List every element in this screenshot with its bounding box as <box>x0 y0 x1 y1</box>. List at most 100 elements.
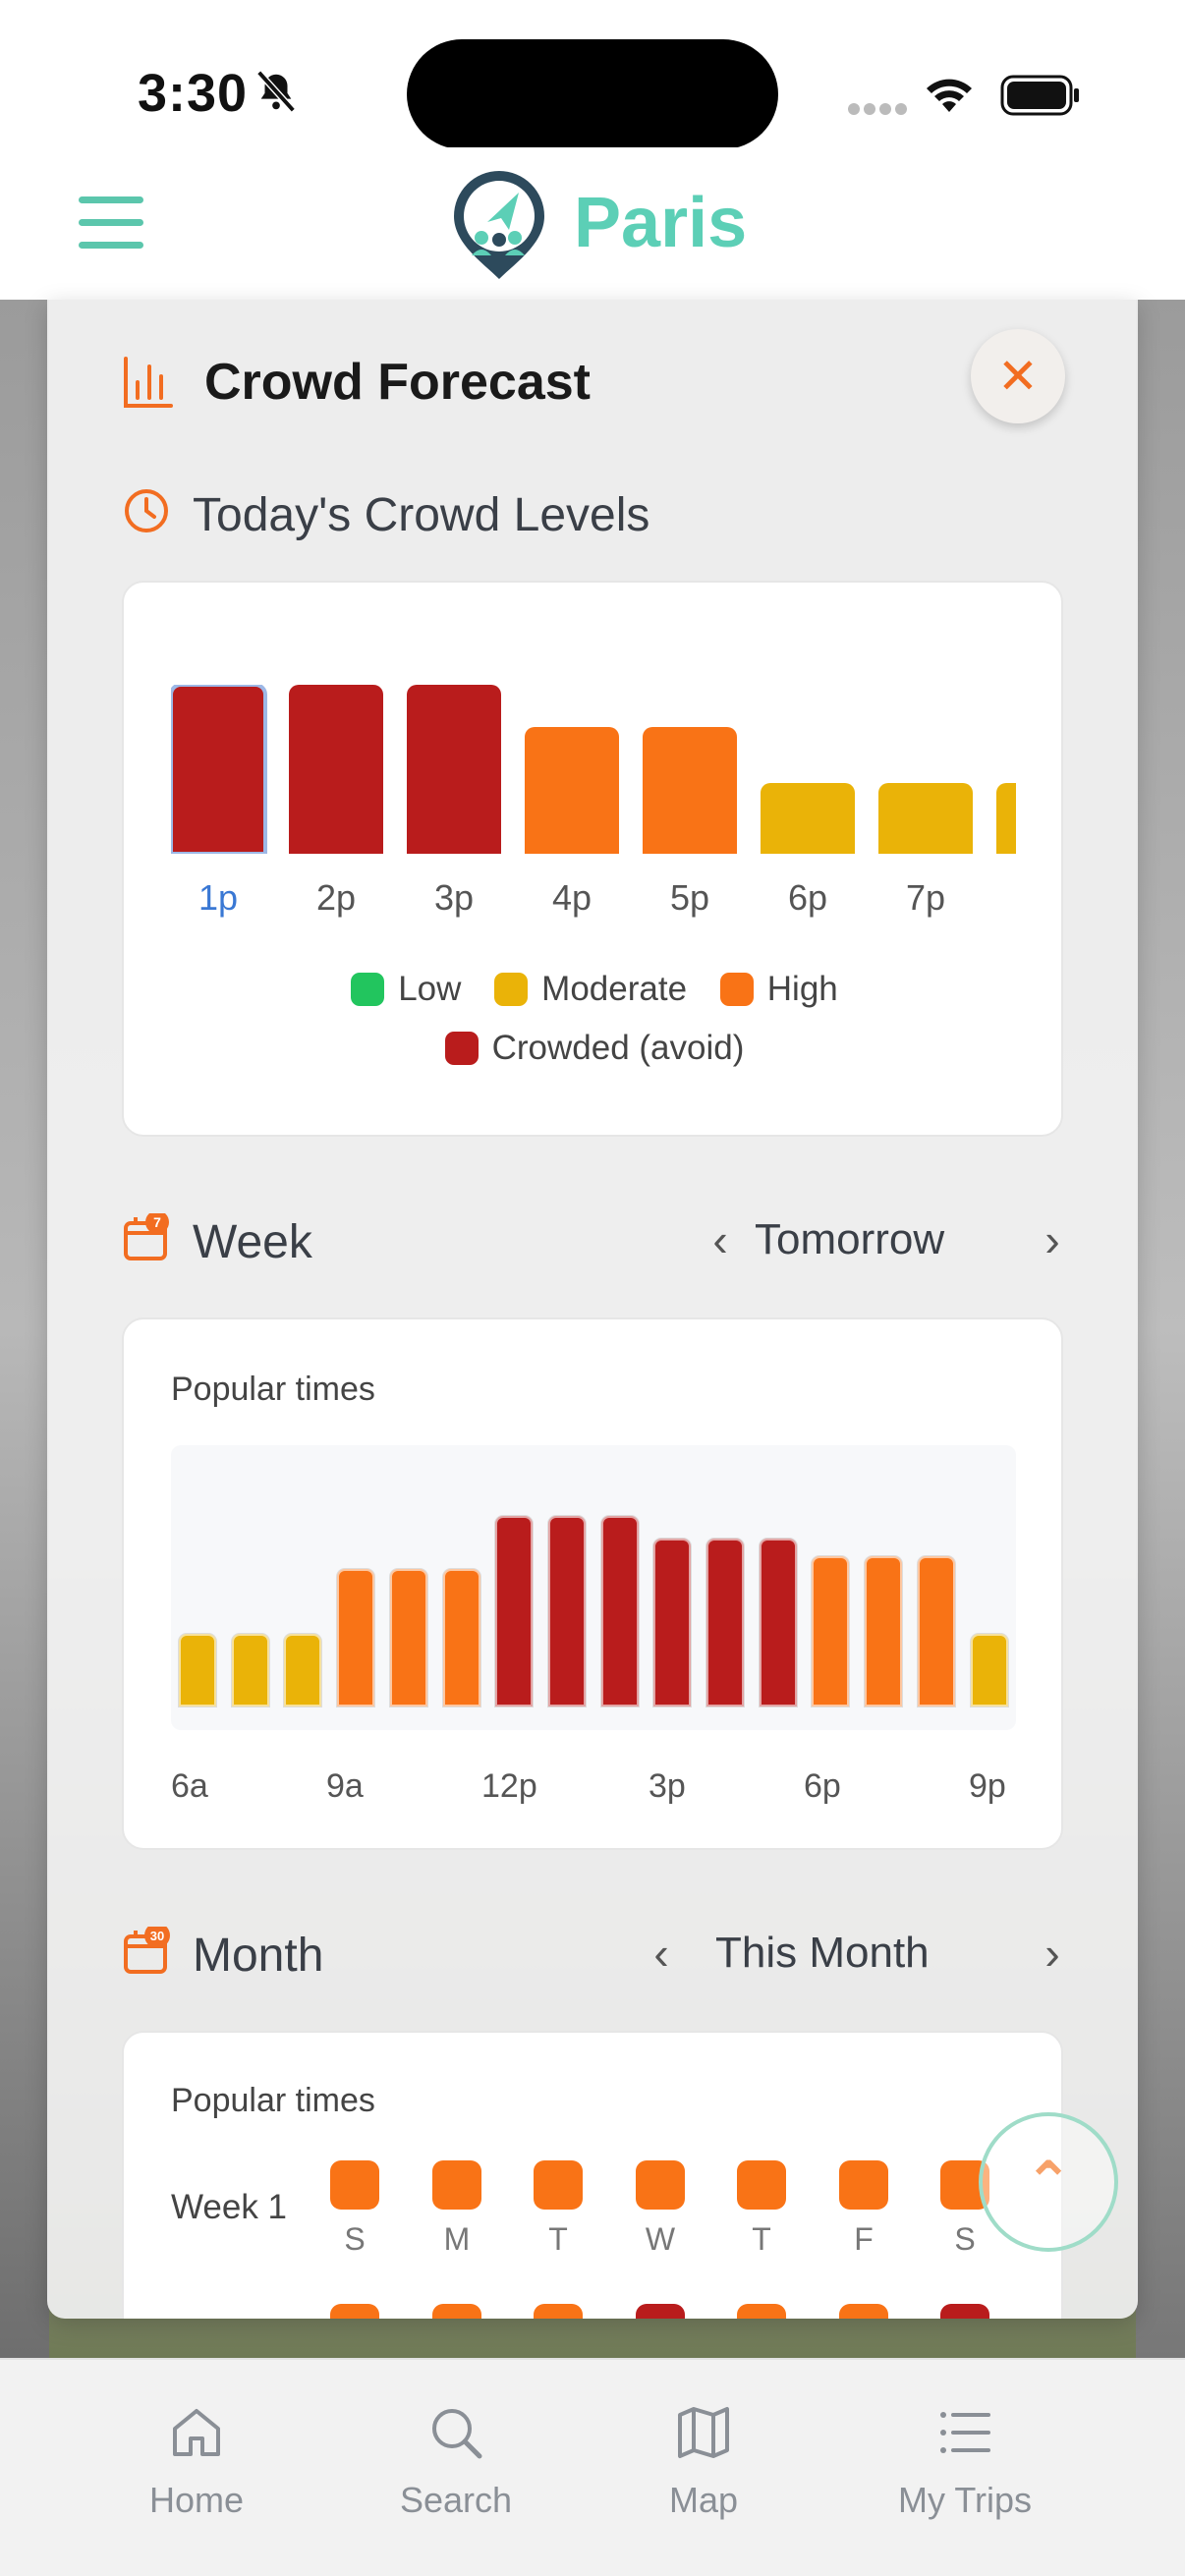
tab-home[interactable]: Home <box>98 2403 295 2521</box>
menu-button[interactable] <box>79 196 143 250</box>
home-icon <box>173 2409 220 2456</box>
day-of-week-letter: W <box>645 2221 676 2257</box>
day-of-week-letter: F <box>854 2221 874 2257</box>
week-bar <box>706 1539 744 1707</box>
month-day-cell[interactable] <box>839 2160 888 2210</box>
today-bar[interactable] <box>761 783 855 854</box>
week-section-header: 7 Week ‹ Tomorrow › <box>122 1204 1104 1282</box>
week-prev-button[interactable]: ‹ <box>712 1214 728 1265</box>
month-day-cell[interactable] <box>636 2304 685 2319</box>
legend-swatch-high <box>719 973 754 1006</box>
week-bar <box>232 1634 269 1707</box>
today-bar[interactable] <box>407 685 501 854</box>
month-title: Month <box>193 1930 324 1982</box>
today-hour-label: 5p <box>669 877 710 918</box>
legend-row-2: Crowded (avoid) <box>124 1029 1065 1074</box>
today-bar[interactable] <box>878 783 973 854</box>
month-day-cell[interactable] <box>636 2160 685 2210</box>
today-hour-label: 1p <box>198 877 239 918</box>
app-header: Paris <box>0 147 1185 300</box>
tab-search[interactable]: Search <box>358 2403 554 2521</box>
today-bar[interactable] <box>525 727 619 854</box>
day-of-week-letter: T <box>752 2221 771 2257</box>
month-day-cell[interactable] <box>534 2160 583 2210</box>
close-button[interactable]: ✕ <box>971 329 1065 423</box>
month-day-cell[interactable] <box>534 2304 583 2319</box>
status-time: 3:30 <box>138 64 249 123</box>
today-hour-label: 2p <box>315 877 357 918</box>
week-bar <box>337 1569 374 1707</box>
search-icon <box>432 2409 482 2459</box>
week-bar-chart <box>171 1445 1016 1730</box>
map-icon <box>678 2407 729 2458</box>
week-bar <box>443 1569 480 1707</box>
today-bar[interactable] <box>171 685 267 854</box>
month-day-cell[interactable] <box>432 2304 481 2319</box>
today-hour-label: 7p <box>905 877 946 918</box>
week-chart-card: Popular times 6a 9a 12p 3p 6p 9p <box>122 1317 1063 1850</box>
legend-swatch-crowded <box>444 1032 479 1065</box>
week-popular-times-label: Popular times <box>171 1371 375 1408</box>
today-hour-label: 4p <box>551 877 592 918</box>
bar-chart-icon <box>124 357 173 408</box>
week-next-button[interactable]: › <box>1044 1214 1060 1265</box>
month-day-cell[interactable] <box>737 2160 786 2210</box>
month-prev-button[interactable]: ‹ <box>653 1928 669 1979</box>
month-day-cell[interactable] <box>432 2160 481 2210</box>
day-of-week-letter: S <box>344 2221 366 2257</box>
week-bar <box>284 1634 321 1707</box>
today-hour-label: 6p <box>787 877 828 918</box>
week-bar <box>495 1516 533 1707</box>
crowd-forecast-panel: Crowd Forecast ✕ Today's Crowd Levels 1p… <box>47 300 1138 2319</box>
legend-high: High <box>719 970 838 1009</box>
month-badge: 30 <box>150 1929 164 1943</box>
week-bar <box>812 1556 849 1707</box>
week-badge: 7 <box>153 1214 161 1230</box>
week-bar <box>390 1569 427 1707</box>
month-day-cell[interactable] <box>330 2304 379 2319</box>
today-bar[interactable] <box>643 727 737 854</box>
week1-label: Week 1 <box>171 2188 288 2226</box>
day-of-week-letter: S <box>954 2221 976 2257</box>
scroll-to-top-button[interactable]: ⌃ <box>979 2112 1118 2252</box>
today-bar[interactable] <box>289 685 383 854</box>
city-title: Paris <box>574 184 748 262</box>
dynamic-island <box>407 39 778 149</box>
week-nav-label: Tomorrow <box>755 1215 945 1263</box>
legend-moderate: Moderate <box>494 970 687 1009</box>
week-bar <box>971 1634 1008 1707</box>
week-bar <box>760 1539 797 1707</box>
battery-icon <box>1000 75 1079 116</box>
today-bar-chart <box>171 685 1016 854</box>
chevron-up-icon: ⌃ <box>1024 2151 1073 2214</box>
today-bar[interactable] <box>996 783 1016 854</box>
wifi-icon <box>927 79 972 112</box>
week-bar <box>865 1556 902 1707</box>
week-time-tick: 12p <box>481 1767 537 1805</box>
week-bar <box>653 1539 691 1707</box>
month-section-header: 30 Month ‹ This Month › <box>122 1917 1104 1995</box>
month-next-button[interactable]: › <box>1044 1928 1060 1979</box>
week-time-tick: 9a <box>326 1767 364 1805</box>
legend-low: Low <box>351 970 461 1009</box>
app-logo-icon <box>454 171 544 279</box>
today-section-header: Today's Crowd Levels <box>122 476 1104 555</box>
tab-map[interactable]: Map <box>605 2403 802 2521</box>
month-day-cell[interactable] <box>839 2304 888 2319</box>
month-day-cell[interactable] <box>737 2304 786 2319</box>
month-chart-card: Popular times Week 1 S M T W T F S <box>122 2031 1063 2319</box>
month-day-cell[interactable] <box>330 2160 379 2210</box>
legend-row-1: Low Moderate High <box>124 970 1065 1015</box>
week-bar <box>179 1634 216 1707</box>
silent-bell-icon <box>256 70 296 113</box>
panel-title: Crowd Forecast <box>204 354 591 411</box>
week-time-tick: 6a <box>171 1767 208 1805</box>
tab-my-trips[interactable]: My Trips <box>867 2403 1063 2521</box>
calendar-icon: 30 <box>124 1927 170 1974</box>
week-time-tick: 9p <box>969 1767 1006 1805</box>
day-of-week-letter: M <box>443 2221 471 2257</box>
week-time-tick: 6p <box>804 1767 841 1805</box>
today-title: Today's Crowd Levels <box>193 489 650 541</box>
week-time-tick: 3p <box>649 1767 686 1805</box>
month-day-cell[interactable] <box>940 2304 989 2319</box>
